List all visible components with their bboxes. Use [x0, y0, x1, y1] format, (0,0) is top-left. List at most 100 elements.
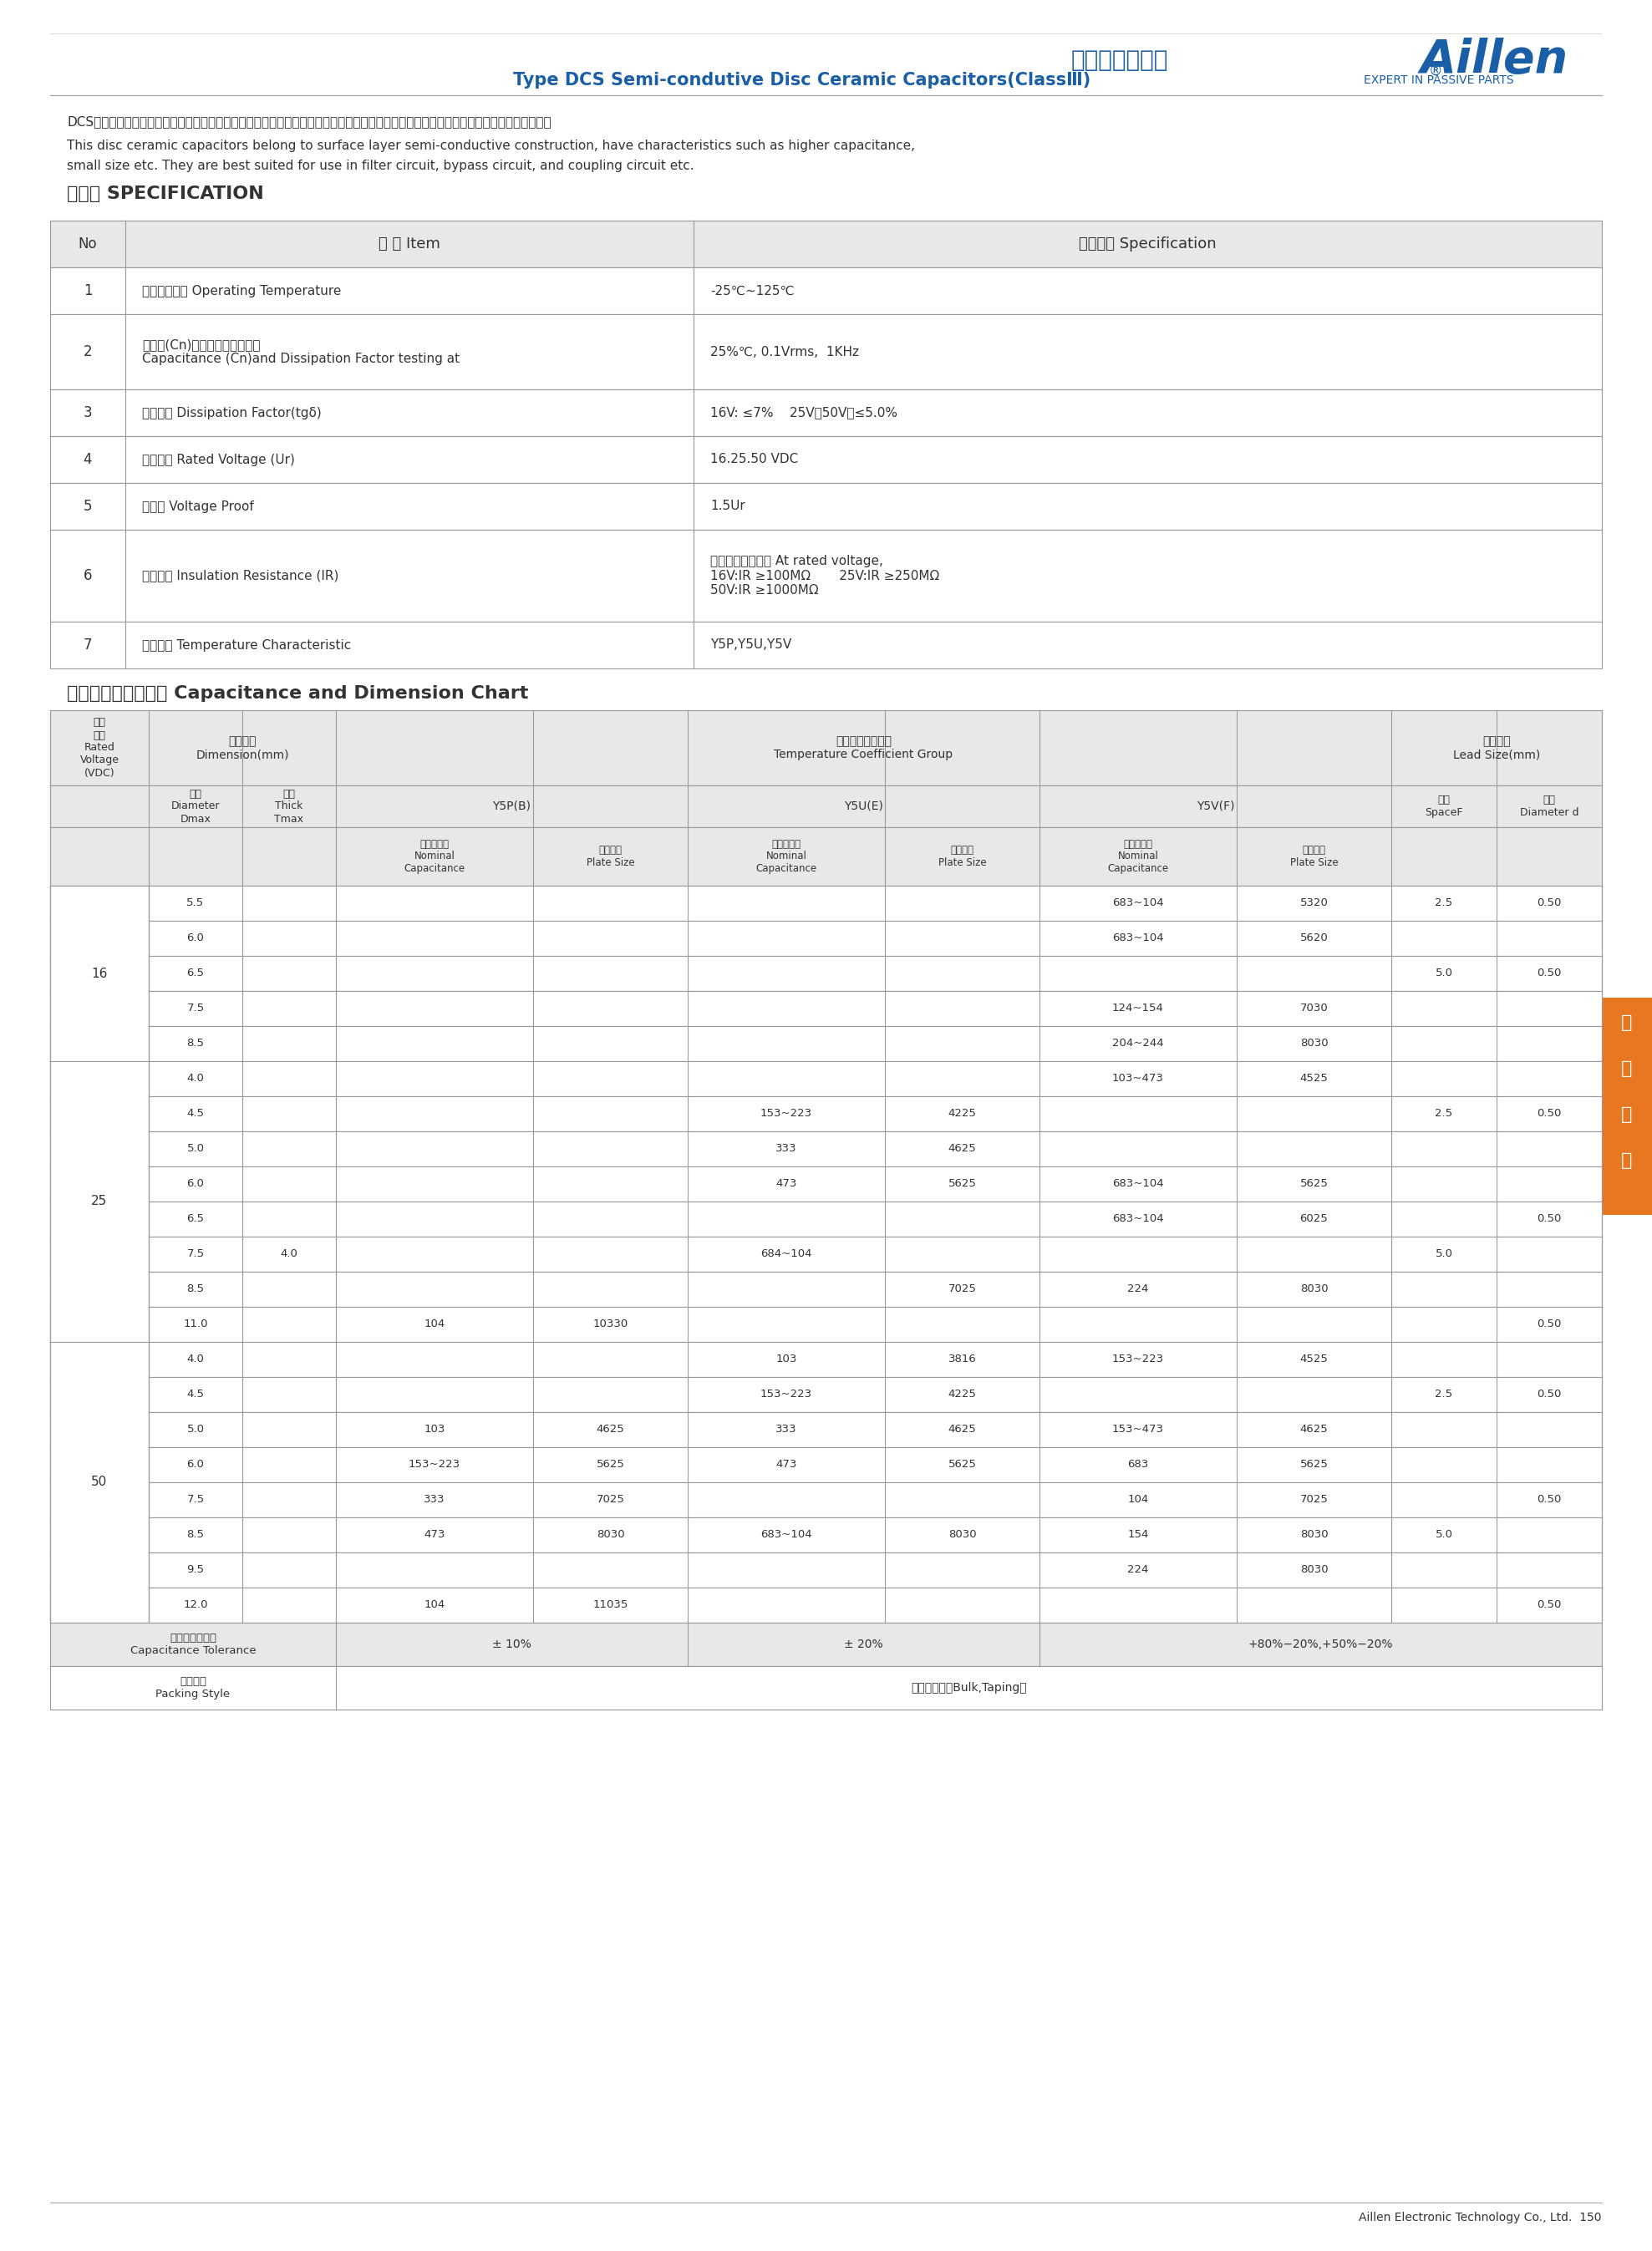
Text: 5625: 5625	[948, 1459, 976, 1470]
FancyBboxPatch shape	[50, 990, 1602, 1026]
Text: 5: 5	[83, 500, 93, 513]
Text: 683~104: 683~104	[1112, 1213, 1165, 1225]
FancyBboxPatch shape	[50, 1026, 1602, 1060]
Text: 規格書 SPECIFICATION: 規格書 SPECIFICATION	[66, 185, 264, 203]
Text: +80%−20%,+50%−20%: +80%−20%,+50%−20%	[1249, 1639, 1393, 1650]
Text: 9.5: 9.5	[187, 1564, 205, 1576]
Text: 直徑
Diameter
Dmax: 直徑 Diameter Dmax	[172, 788, 220, 824]
Text: 8030: 8030	[1300, 1283, 1328, 1294]
Text: 5625: 5625	[596, 1459, 624, 1470]
Text: 333: 333	[425, 1495, 444, 1506]
FancyBboxPatch shape	[50, 1483, 1602, 1517]
Text: Aillen Electronic Technology Co., Ltd.  150: Aillen Electronic Technology Co., Ltd. 1…	[1360, 2213, 1602, 2224]
Text: 5.0: 5.0	[187, 1425, 205, 1436]
Text: DCS型半導體圓片瓷介電容器的陶瓷芯片屬于表面層半導體結構，其電容器具有大容量、小體積等特點，適用于濾波、旁路、耦合等電路中。: DCS型半導體圓片瓷介電容器的陶瓷芯片屬于表面層半導體結構，其電容器具有大容量、…	[66, 115, 552, 128]
Text: 5.0: 5.0	[187, 1144, 205, 1155]
Text: 683: 683	[1128, 1459, 1148, 1470]
Text: 電: 電	[1621, 1105, 1632, 1123]
Text: 5625: 5625	[1300, 1180, 1328, 1189]
FancyBboxPatch shape	[50, 885, 1602, 921]
FancyBboxPatch shape	[50, 1411, 1602, 1447]
Text: Aillen: Aillen	[1421, 38, 1568, 83]
Text: 153~223: 153~223	[760, 1107, 813, 1119]
Text: Y5P(B): Y5P(B)	[492, 801, 530, 813]
Text: 使用溫度範圍 Operating Temperature: 使用溫度範圍 Operating Temperature	[142, 284, 342, 297]
Text: 683~104: 683~104	[1112, 1180, 1165, 1189]
Text: 5625: 5625	[1300, 1459, 1328, 1470]
Text: 0.50: 0.50	[1536, 1319, 1561, 1330]
FancyBboxPatch shape	[50, 621, 1602, 669]
FancyBboxPatch shape	[50, 1132, 1602, 1166]
Text: No: No	[78, 236, 97, 252]
Text: 4225: 4225	[948, 1107, 976, 1119]
FancyBboxPatch shape	[50, 957, 1602, 990]
Text: 5.0: 5.0	[1436, 1528, 1452, 1540]
Text: 6.0: 6.0	[187, 932, 205, 943]
Text: 4.5: 4.5	[187, 1389, 205, 1400]
Text: 2: 2	[83, 344, 93, 360]
FancyBboxPatch shape	[50, 1060, 1602, 1096]
Text: 1.5Ur: 1.5Ur	[710, 500, 745, 513]
Text: 1: 1	[83, 284, 93, 299]
Text: 電容溫度系數組別
Temperature Coefficient Group: 電容溫度系數組別 Temperature Coefficient Group	[775, 736, 953, 761]
Text: 683~104: 683~104	[1112, 932, 1165, 943]
Text: 厚度
Thick
Tmax: 厚度 Thick Tmax	[274, 788, 304, 824]
Text: 153~223: 153~223	[408, 1459, 461, 1470]
Text: 耐電壓 Voltage Proof: 耐電壓 Voltage Proof	[142, 500, 254, 513]
FancyBboxPatch shape	[50, 1553, 1602, 1587]
Text: 16V: ≤7%    25V、50V：≤5.0%: 16V: ≤7% 25V、50V：≤5.0%	[710, 407, 897, 419]
FancyBboxPatch shape	[50, 221, 1602, 268]
Text: 間距
SpaceF: 間距 SpaceF	[1426, 795, 1464, 817]
Text: 5320: 5320	[1300, 898, 1328, 909]
Text: EXPERT IN PASSIVE PARTS: EXPERT IN PASSIVE PARTS	[1365, 74, 1513, 86]
Text: 4625: 4625	[948, 1144, 976, 1155]
FancyBboxPatch shape	[50, 484, 1602, 529]
FancyBboxPatch shape	[50, 1236, 1602, 1272]
Text: Type DCS Semi-condutive Disc Ceramic Capacitors(ClassⅢ): Type DCS Semi-condutive Disc Ceramic Cap…	[514, 72, 1090, 88]
Text: 名 稱 Item: 名 稱 Item	[378, 236, 441, 252]
Text: 4.5: 4.5	[187, 1107, 205, 1119]
Text: 0.50: 0.50	[1536, 1600, 1561, 1609]
Text: 104: 104	[425, 1600, 444, 1609]
Text: 473: 473	[425, 1528, 444, 1540]
Text: 104: 104	[1128, 1495, 1148, 1506]
Text: 6: 6	[83, 567, 93, 583]
Text: 7025: 7025	[596, 1495, 624, 1506]
Text: 直徑
Diameter d: 直徑 Diameter d	[1520, 795, 1579, 817]
Text: 5.0: 5.0	[1436, 1249, 1452, 1261]
Text: 153~473: 153~473	[1112, 1425, 1165, 1436]
Text: 103: 103	[776, 1355, 796, 1364]
Text: Y5P,Y5U,Y5V: Y5P,Y5U,Y5V	[710, 639, 791, 651]
Text: 103~473: 103~473	[1112, 1074, 1165, 1085]
FancyBboxPatch shape	[50, 711, 1602, 786]
FancyBboxPatch shape	[50, 885, 149, 1060]
FancyBboxPatch shape	[50, 1308, 1602, 1342]
Text: 0.50: 0.50	[1536, 1107, 1561, 1119]
Text: 6025: 6025	[1300, 1213, 1328, 1225]
Text: 103: 103	[425, 1425, 444, 1436]
Text: 6.0: 6.0	[187, 1459, 205, 1470]
Text: 電容量(Cn)和介質損耗測試條件
Capacitance (Cn)and Dissipation Factor testing at: 電容量(Cn)和介質損耗測試條件 Capacitance (Cn)and Dis…	[142, 338, 459, 365]
Text: 0.50: 0.50	[1536, 1389, 1561, 1400]
Text: 技術要求 Specification: 技術要求 Specification	[1079, 236, 1216, 252]
Text: 4525: 4525	[1300, 1074, 1328, 1085]
Text: -25℃~125℃: -25℃~125℃	[710, 284, 795, 297]
Text: 4625: 4625	[948, 1425, 976, 1436]
Text: small size etc. They are best suited for use in filter circuit, bypass circuit, : small size etc. They are best suited for…	[66, 160, 694, 171]
Text: 電容量範圍
Nominal
Capacitance: 電容量範圍 Nominal Capacitance	[405, 837, 466, 873]
Text: 5.5: 5.5	[187, 898, 205, 909]
Text: 絕緣電阻 Insulation Resistance (IR): 絕緣電阻 Insulation Resistance (IR)	[142, 570, 339, 583]
Text: 介質損耗 Dissipation Factor(tgδ): 介質損耗 Dissipation Factor(tgδ)	[142, 407, 322, 419]
Text: ± 10%: ± 10%	[492, 1639, 532, 1650]
Text: 333: 333	[776, 1144, 796, 1155]
Text: 半導體瓷介電容: 半導體瓷介電容	[1070, 50, 1168, 72]
Text: 224: 224	[1128, 1283, 1148, 1294]
FancyBboxPatch shape	[50, 1342, 149, 1623]
Text: 11.0: 11.0	[183, 1319, 208, 1330]
Text: 7025: 7025	[948, 1283, 976, 1294]
FancyBboxPatch shape	[50, 1378, 1602, 1411]
Text: 11035: 11035	[593, 1600, 628, 1609]
Text: 素子尺寸
Plate Size: 素子尺寸 Plate Size	[1290, 844, 1338, 869]
Text: 2.5: 2.5	[1436, 898, 1452, 909]
Text: ®: ®	[1429, 63, 1442, 79]
